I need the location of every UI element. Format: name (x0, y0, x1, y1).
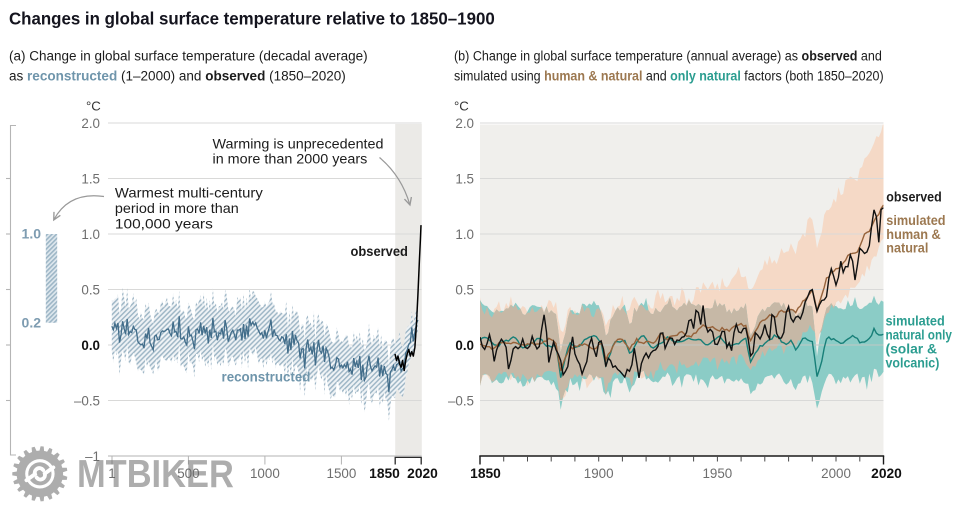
svg-text:1.0: 1.0 (22, 226, 42, 242)
svg-text:2020: 2020 (407, 466, 438, 481)
svg-text:2.0: 2.0 (81, 116, 100, 131)
svg-text:–0.5: –0.5 (74, 393, 100, 408)
svg-text:–0.5: –0.5 (448, 393, 474, 408)
svg-text:1.5: 1.5 (455, 171, 474, 186)
svg-text:1850: 1850 (470, 466, 501, 481)
svg-text:2000: 2000 (821, 466, 851, 481)
svg-text:simulated: simulated (886, 313, 945, 328)
svg-text:100,000 years: 100,000 years (115, 217, 213, 232)
svg-text:reconstructed: reconstructed (222, 369, 311, 384)
svg-text:human &: human & (886, 226, 941, 241)
svg-text:natural: natural (886, 240, 928, 255)
svg-text:Warming is unprecedented: Warming is unprecedented (213, 136, 384, 152)
svg-text:Warmest multi-century: Warmest multi-century (115, 186, 264, 201)
svg-text:1.0: 1.0 (81, 227, 100, 242)
svg-text:simulated: simulated (886, 213, 945, 228)
svg-text:1900: 1900 (584, 466, 614, 481)
svg-text:in more than 2000 years: in more than 2000 years (213, 151, 368, 167)
svg-text:1.0: 1.0 (455, 227, 474, 242)
svg-text:0.5: 0.5 (81, 282, 100, 297)
svg-text:0.0: 0.0 (455, 338, 474, 353)
svg-text:1850: 1850 (369, 466, 400, 481)
svg-text:period in more than: period in more than (115, 200, 239, 216)
svg-text:0.2: 0.2 (22, 315, 42, 331)
svg-text:–1: –1 (85, 449, 100, 464)
svg-text:natural only: natural only (886, 328, 952, 343)
svg-text:1000: 1000 (250, 466, 280, 481)
svg-text:°C: °C (86, 99, 101, 114)
svg-text:2.0: 2.0 (455, 116, 474, 131)
svg-text:2020: 2020 (871, 466, 902, 481)
svg-text:0.5: 0.5 (455, 282, 474, 297)
svg-text:1.5: 1.5 (81, 171, 100, 186)
svg-text:as reconstructed (1–2000) and: as reconstructed (1–2000) and observed (… (9, 68, 346, 83)
svg-text:(a) Change in global surface t: (a) Change in global surface temperature… (9, 48, 368, 63)
svg-text:MTBIKER: MTBIKER (77, 452, 234, 495)
svg-text:(b) Change in global surface t: (b) Change in global surface temperature… (454, 48, 882, 64)
svg-text:500: 500 (177, 466, 199, 481)
svg-text:observed: observed (351, 244, 408, 259)
svg-text:Changes in global surface temp: Changes in global surface temperature re… (9, 8, 495, 28)
svg-text:(solar &: (solar & (886, 342, 938, 357)
svg-text:simulated using human & natura: simulated using human & natural and only… (454, 68, 884, 84)
svg-text:°C: °C (454, 99, 469, 114)
svg-text:volcanic): volcanic) (886, 355, 940, 371)
svg-text:1950: 1950 (702, 466, 732, 481)
svg-text:1500: 1500 (327, 466, 357, 481)
svg-text:observed: observed (886, 189, 941, 205)
svg-text:0.0: 0.0 (81, 338, 100, 353)
svg-text:1: 1 (108, 466, 115, 481)
